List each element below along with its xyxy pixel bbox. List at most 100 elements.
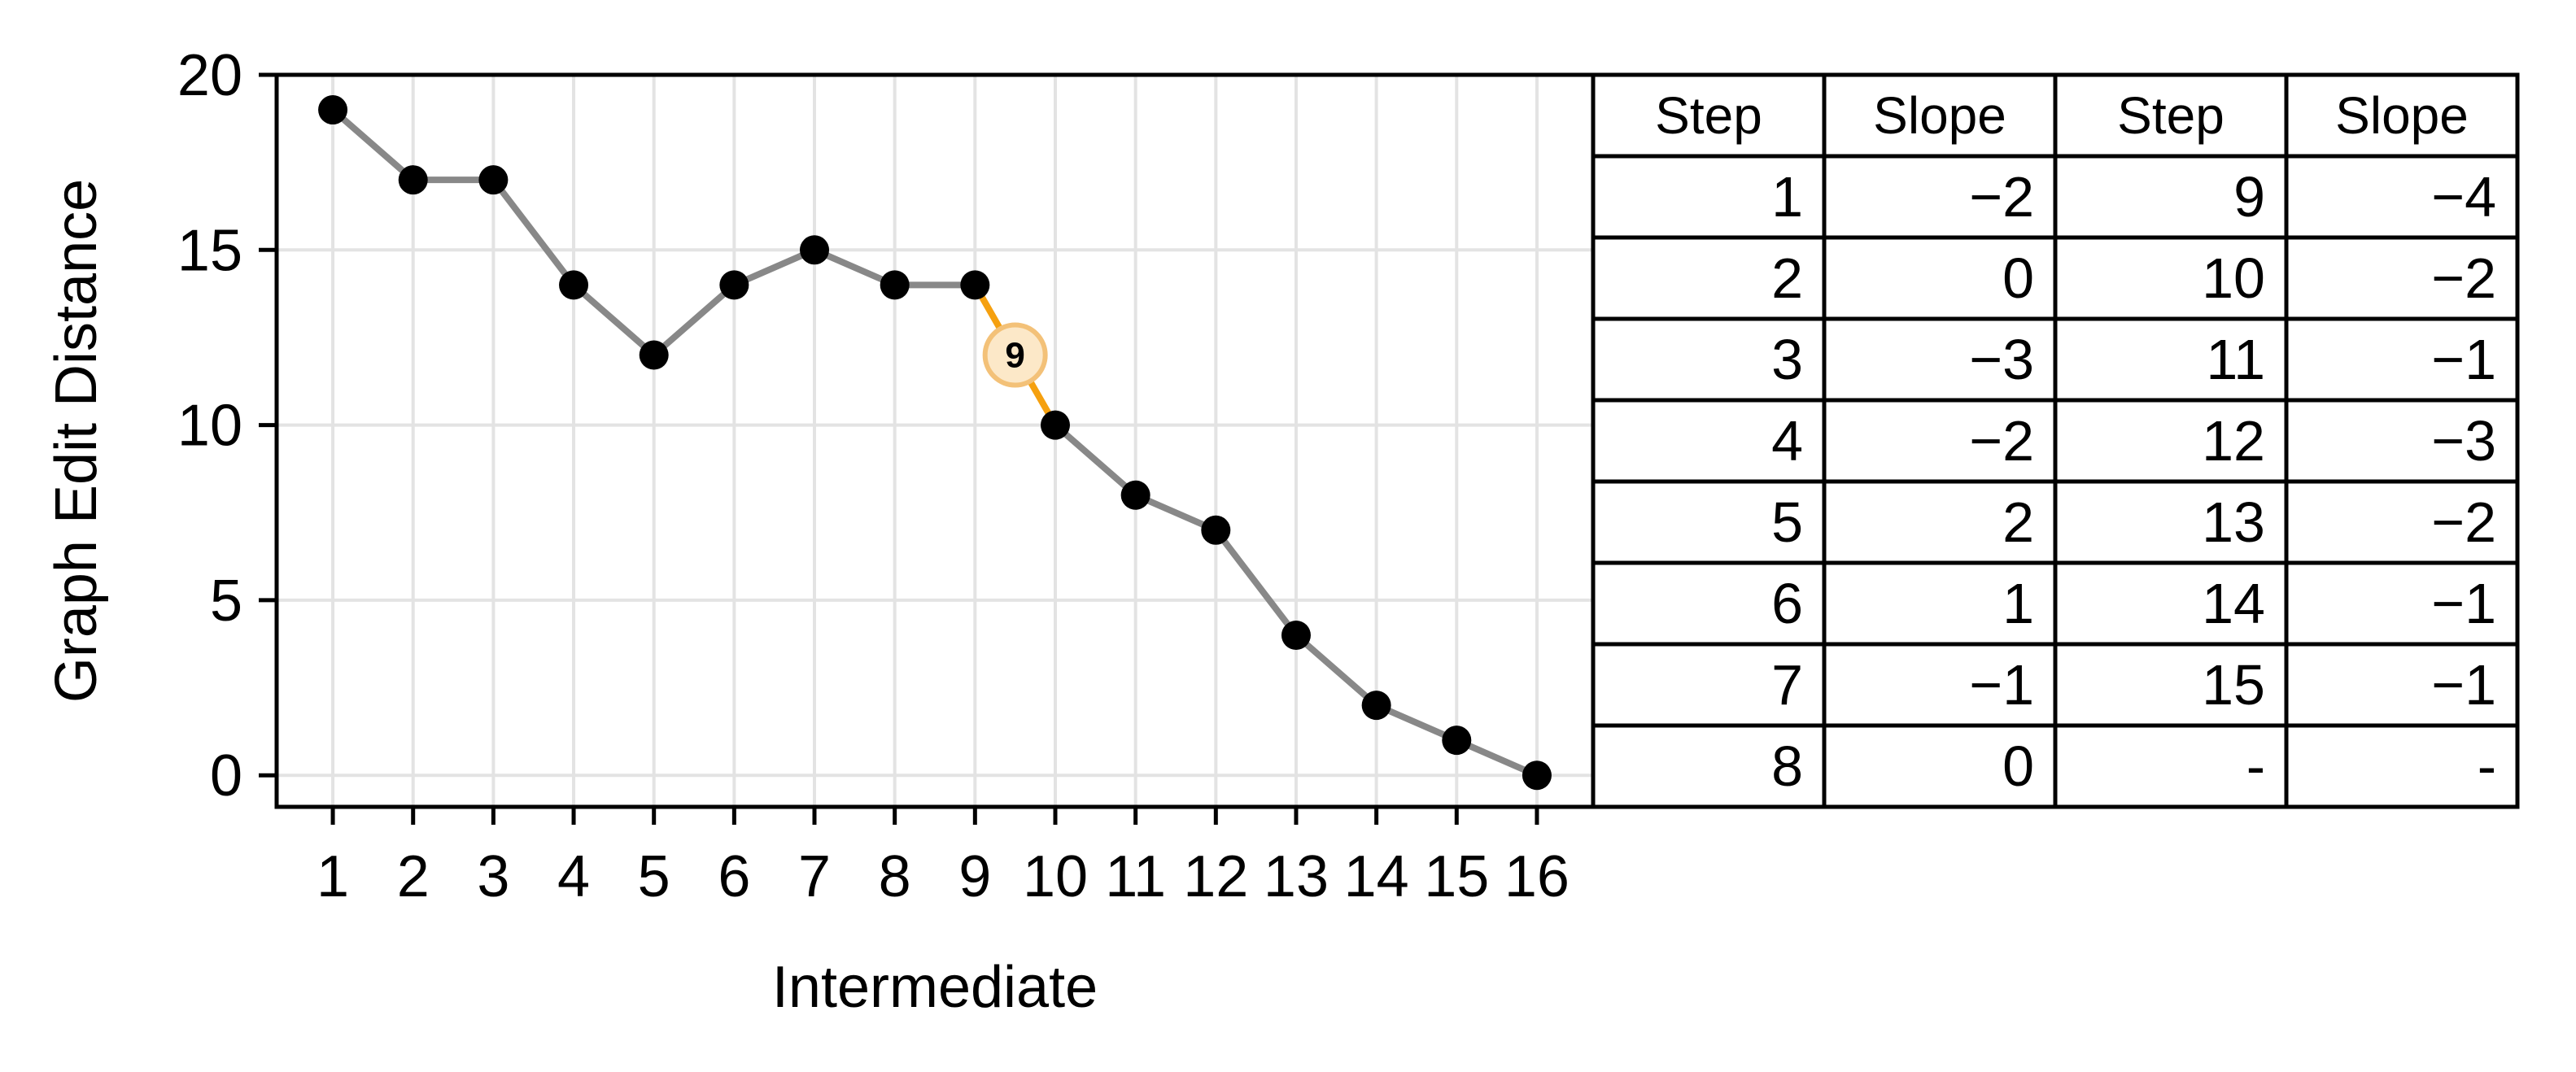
table-value: 10 <box>2202 246 2265 310</box>
table-value: 4 <box>1771 409 1803 473</box>
table-value: 5 <box>1771 490 1803 554</box>
x-tick-label: 9 <box>958 844 991 909</box>
x-tick-label: 5 <box>638 844 670 909</box>
table-header: Step <box>1655 86 1762 145</box>
table-cell <box>1822 398 2058 484</box>
table-value: 9 <box>2233 165 2265 229</box>
data-point <box>719 270 749 300</box>
data-point <box>1201 515 1231 545</box>
table-cell <box>1822 72 2058 159</box>
table-cell <box>1822 560 2058 647</box>
table-cell <box>2284 316 2520 403</box>
y-tick-label: 0 <box>210 743 242 808</box>
data-point <box>398 165 428 195</box>
data-point <box>559 270 589 300</box>
table-cell <box>1822 154 2058 240</box>
y-tick-label: 15 <box>177 218 242 283</box>
data-table: Step Slope Step Slope 1 −2 9 −4 2 0 10 −2 3 −3 11 −1 4 −2… <box>1591 72 2520 809</box>
table-cell <box>2284 398 2520 484</box>
data-point <box>478 165 509 195</box>
highlight-circle <box>982 322 1048 388</box>
table-value: 11 <box>2206 328 2265 391</box>
table-value: 8 <box>1771 734 1803 798</box>
table-cell <box>2284 642 2520 728</box>
table-cell <box>2284 723 2520 809</box>
line-segment <box>330 107 417 184</box>
table-header: Slope <box>1873 86 2006 145</box>
highlight-marker: 9 <box>982 322 1048 388</box>
table-value: −1 <box>2431 328 2496 391</box>
y-tick-label: 10 <box>177 394 242 459</box>
x-tick-label: 2 <box>397 844 430 909</box>
table-value: 14 <box>2202 572 2265 635</box>
table-value: −1 <box>2431 653 2496 717</box>
data-point <box>318 95 348 125</box>
data-point <box>1442 726 1472 756</box>
line-segment <box>650 281 738 359</box>
table-cell <box>2053 154 2289 240</box>
table-value: 1 <box>1771 165 1803 229</box>
x-tick-label: 8 <box>879 844 911 909</box>
table-cell <box>1591 72 1827 159</box>
x-tick-label: 12 <box>1183 844 1248 909</box>
plot-frame <box>274 72 1596 809</box>
table-value: 7 <box>1771 653 1803 717</box>
series-markers <box>318 95 1552 791</box>
x-tick-label: 11 <box>1105 844 1166 909</box>
table-cell <box>1591 560 1827 647</box>
y-tick-label: 20 <box>177 43 242 108</box>
table-value: 2 <box>1771 246 1803 310</box>
data-point <box>800 235 830 265</box>
data-point <box>639 340 669 370</box>
data-point <box>1281 620 1311 650</box>
table-header: Step <box>2117 86 2225 145</box>
grid <box>277 73 1593 807</box>
data-point <box>1120 480 1150 510</box>
table-cell <box>2053 72 2289 159</box>
x-tick-label: 14 <box>1344 844 1409 909</box>
line-segment <box>570 281 657 359</box>
table-value: 0 <box>2002 246 2034 310</box>
table-value: −2 <box>2431 246 2496 310</box>
table-value: −4 <box>2431 165 2496 229</box>
table-cell <box>1591 398 1827 484</box>
table-cell <box>1822 316 2058 403</box>
line-segment <box>1212 526 1299 638</box>
y-tick-label: 5 <box>210 569 242 634</box>
table-value: - <box>2246 734 2265 798</box>
axes: 1 2 3 4 5 6 7 8 9 10 11 12 13 14 15 1605101520Intermedi… <box>44 43 1596 1020</box>
line-segment <box>1292 631 1380 709</box>
table-value: 3 <box>1771 328 1803 391</box>
table-value: −3 <box>2431 409 2496 473</box>
highlight-label: 9 <box>1005 335 1024 375</box>
x-tick-label: 15 <box>1424 844 1489 909</box>
x-tick-label: 7 <box>798 844 831 909</box>
line-segment <box>1051 421 1139 499</box>
table-header: Slope <box>2335 86 2469 145</box>
data-point <box>1522 760 1552 791</box>
x-tick-label: 1 <box>317 844 349 909</box>
table-value: −3 <box>1969 328 2034 391</box>
table-value: 1 <box>2002 572 2034 635</box>
data-point <box>960 270 990 300</box>
line-segment <box>490 176 578 289</box>
table-cell <box>2053 316 2289 403</box>
table-value: 13 <box>2202 490 2265 554</box>
table-cell <box>2053 723 2289 809</box>
table-cell <box>2284 479 2520 565</box>
table-value: −1 <box>1969 653 2034 717</box>
table-cell <box>1822 479 2058 565</box>
table-value: 15 <box>2202 653 2265 717</box>
x-tick-label: 4 <box>557 844 590 909</box>
table-value: 2 <box>2002 490 2034 554</box>
x-tick-label: 10 <box>1023 844 1088 909</box>
data-point <box>1361 691 1391 721</box>
y-axis-label: Graph Edit Distance <box>44 179 109 703</box>
x-tick-label: 16 <box>1504 844 1570 909</box>
x-tick-label: 6 <box>718 844 750 909</box>
table-value: 12 <box>2202 409 2265 473</box>
table-value: −2 <box>1969 409 2034 473</box>
table-value: −2 <box>2431 490 2496 554</box>
table-cell <box>2284 235 2520 321</box>
